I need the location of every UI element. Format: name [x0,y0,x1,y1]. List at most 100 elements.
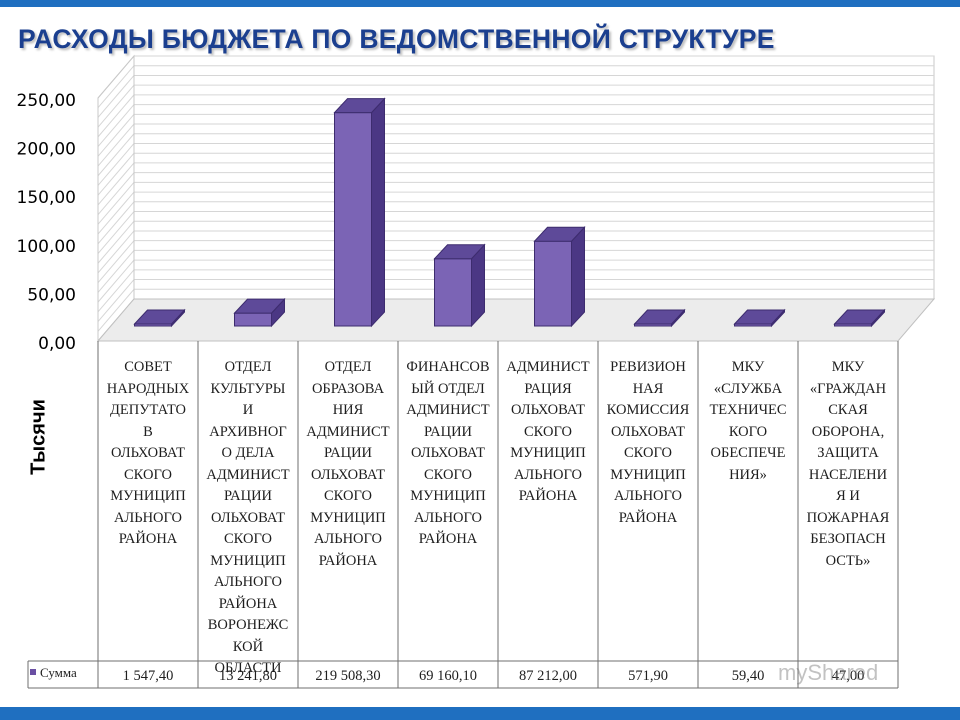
category-label-line: ОЛЬХОВАТ [511,402,585,418]
category-label-line: КОЙ [232,638,264,655]
category-label-line: НАЯ [632,380,664,397]
category-label-line: АДМИНИСТ [406,402,490,418]
data-table-row: Сумма 1 547,40 13 241,80 219 508,30 69 160,… [28,661,898,688]
category-label-line: ОБЕСПЕЧЕ [710,445,786,461]
category-label-line: ОЛЬХОВАТ [211,509,285,526]
category-label-line: Я И [836,488,860,504]
category-label-line: ОЛЬХОВАТ [311,466,385,483]
category-label-line: РАЦИИ [323,445,373,461]
category-label-line: БЕЗОПАСН [810,531,886,547]
category-label-line: ОТДЕЛ [324,359,372,375]
side-wall-gridline [97,75,135,118]
category-label-line: СКОГО [324,488,372,504]
bar [534,240,572,327]
side-wall-gridline [97,152,135,196]
category-label: МКУ «СЛУЖБА ТЕХНИЧЕС КОГО ОБЕСПЕЧЕ НИЯ» [699,357,797,486]
category-label-line: НИЯ [332,402,364,418]
category-label-line: НАРОДНЫХ [106,380,190,397]
bar-top [633,309,686,325]
bar [234,312,272,327]
category-label: МКУ «ГРАЖДАН СКАЯ ОБОРОНА, ЗАЩИТА НАСЕЛЕНИ Я И… [799,357,897,572]
data-table-value: 13 241,80 [219,668,277,684]
category-label-line: АДМИНИСТ [306,423,390,440]
side-wall-gridline [97,259,135,303]
side-wall-gridline [97,84,135,128]
category-label-line: МУНИЦИП [410,488,486,504]
category-label-line: РАЦИЯ [524,380,572,397]
side-wall-gridline [97,220,135,264]
category-label-line: ОЛЬХОВАТ [611,423,685,440]
category-label-line: МУНИЦИП [310,509,386,526]
bar-top [133,309,186,325]
side-wall-gridline [97,201,135,245]
y-tick-label: 250,00 [17,91,76,111]
side-wall-gridline [97,288,135,332]
y-tick-label: 150,00 [17,188,76,208]
category-label-line: ФИНАНСОВ [406,359,490,375]
category-label-line: СКОГО [524,423,572,440]
data-table-value: 47,00 [831,668,865,684]
side-wall-gridline [97,191,135,235]
bar-side [371,97,385,328]
category-label: ОТДЕЛ КУЛЬТУРЫ И АРХИВНОГ О ДЕЛА АДМИНИСТ РАЦИ… [199,357,297,680]
bar-top [733,309,786,325]
category-label-line: АЛЬНОГО [213,574,283,590]
category-label-line: КУЛЬТУРЫ [210,380,286,397]
category-label-line: СКОГО [424,466,472,483]
category-label-line: «СЛУЖБА [713,380,783,397]
category-label-line: МКУ [831,359,865,375]
category-label-line: ТЕХНИЧЕС [709,402,787,418]
category-label-line: МКУ [731,359,765,375]
category-label-line: МУНИЦИП [610,466,686,483]
data-table-value: 571,90 [628,668,668,684]
category-label-line: РАЙОНА [118,531,178,547]
legend-swatch [30,669,36,675]
y-tick-label: 100,00 [17,237,76,257]
data-table-value: 1 547,40 [122,668,174,684]
category-label-line: РАЙОНА [618,509,678,526]
bar-side [571,225,585,328]
data-table-value: 69 160,10 [419,668,477,684]
legend-series-name: Сумма [40,665,77,680]
category-label-line: АДМИНИСТ [206,466,290,483]
category-label-line: О ДЕЛА [221,445,275,461]
category-label-line: И [242,402,254,418]
y-tick-label: 0,00 [38,334,76,354]
category-label: СОВЕТ НАРОДНЫХ ДЕПУТАТО В ОЛЬХОВАТ СКОГО МУНИЦ… [99,357,197,551]
category-label-line: АЛЬНОГО [313,531,383,547]
side-wall-gridline [97,172,135,215]
data-table-value: 59,40 [731,668,765,684]
category-label-line: ВОРОНЕЖС [207,617,289,633]
bar-top [833,309,886,325]
bar-top [433,244,486,260]
bar-top [533,226,586,242]
category-label-line: РАЙОНА [318,552,378,569]
side-wall-gridline [97,182,135,225]
y-tick-label: 200,00 [17,140,76,160]
side-wall-gridline [97,104,135,147]
category-label-line: СКОГО [224,531,272,547]
category-label-line: ОТДЕЛ [224,359,272,375]
category-label-line: ДЕПУТАТО [110,402,186,418]
category-label-line: КОГО [728,423,768,440]
bottom-accent-bar [0,707,960,720]
side-wall-gridline [97,211,135,254]
category-label-line: АДМИНИСТ [506,359,590,375]
category-label: ОТДЕЛ ОБРАЗОВА НИЯ АДМИНИСТ РАЦИИ ОЛЬХОВАТ СКО… [299,357,397,572]
category-label-line: АЛЬНОГО [113,509,183,526]
top-accent-bar [0,0,960,7]
category-label-line: КОМИССИЯ [606,402,690,418]
data-table-value: 219 508,30 [315,668,381,684]
category-label-line: РАЙОНА [418,531,478,547]
category-label-line: РАЙОНА [518,488,578,504]
category-label-line: ЗАЩИТА [817,445,879,461]
side-wall-gridline [97,65,135,109]
category-label-line: «ГРАЖДАН [809,380,887,397]
category-label: АДМИНИСТ РАЦИЯ ОЛЬХОВАТ СКОГО МУНИЦИП АЛЬНОГО… [499,357,597,508]
category-label-line: ПОЖАРНАЯ [806,509,890,526]
category-label-line: РАЙОНА [218,595,278,612]
category-label-line: АЛЬНОГО [413,509,483,526]
side-wall-gridline [97,113,135,157]
bar [334,112,372,327]
